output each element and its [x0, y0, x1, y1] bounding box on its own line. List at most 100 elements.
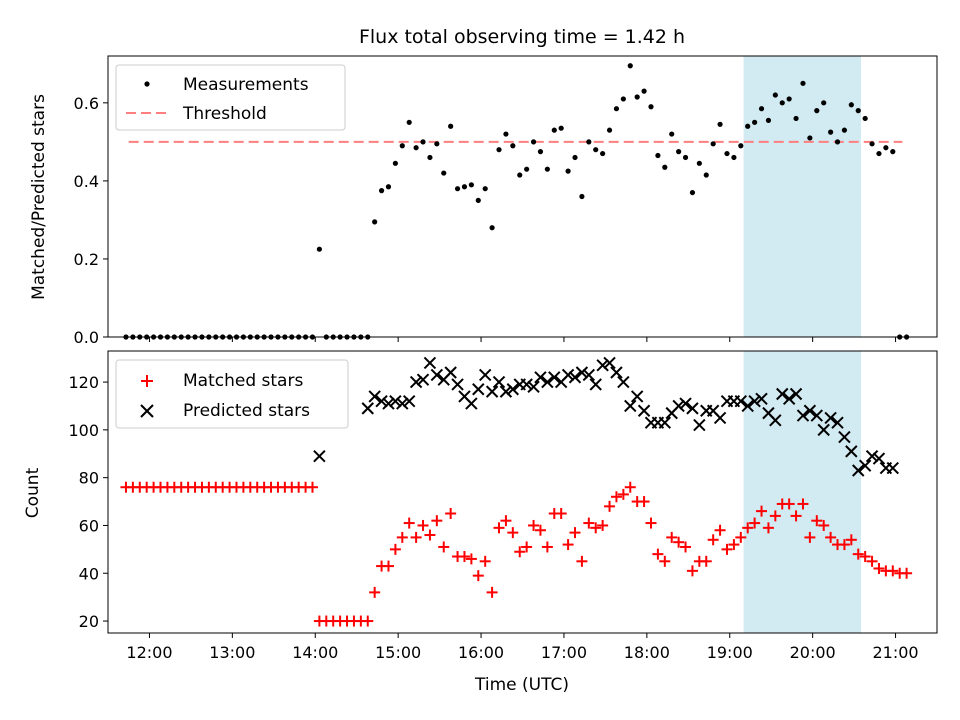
- measurement-point: [855, 108, 861, 114]
- measurement-point: [441, 170, 447, 176]
- top-panel: 0.0 0.2 0.4 0.6 Matched/Predicted stars Mea…: [29, 55, 938, 347]
- matched-star-point: [410, 531, 422, 543]
- bottom-ytick-label: 120: [68, 373, 99, 392]
- measurement-point: [752, 119, 758, 125]
- matched-star-point: [590, 522, 602, 534]
- predicted-star-point: [686, 402, 699, 415]
- predicted-star-point: [838, 430, 851, 444]
- predicted-star-point: [596, 359, 609, 372]
- measurement-point: [641, 88, 647, 94]
- measurement-point: [385, 184, 392, 190]
- matched-star-point: [700, 555, 712, 567]
- measurement-point: [779, 100, 785, 106]
- matched-star-point: [714, 524, 726, 536]
- measurement-point: [510, 143, 516, 149]
- predicted-star-point: [693, 418, 706, 432]
- matched-star-point: [838, 539, 850, 551]
- predicted-star-point: [865, 449, 879, 463]
- matched-star-point: [901, 567, 913, 579]
- matched-star-point: [417, 519, 429, 531]
- bottom-legend-frame: [115, 359, 349, 429]
- legend-matched-label: Matched stars: [183, 371, 303, 391]
- bottom-ytick-label: 100: [68, 421, 99, 440]
- predicted-star-point: [769, 414, 782, 427]
- measurement-point: [890, 149, 896, 155]
- predicted-star-point: [416, 373, 430, 386]
- matched-star-point: [797, 498, 809, 510]
- bottom-xtick-label: 13:00: [209, 643, 255, 662]
- matched-star-point: [562, 539, 574, 551]
- matched-star-point: [825, 531, 837, 543]
- matched-star-point: [728, 539, 740, 551]
- matched-star-point: [431, 515, 443, 527]
- bottom-xtick-label: 14:00: [292, 643, 338, 662]
- legend-matched-marker: [141, 375, 153, 387]
- bottom-panel: 20 40 60 80 100 120 12:00 13:00 14:00 15:00 16:00…: [23, 350, 938, 695]
- measurement-point: [613, 106, 620, 112]
- matched-star-point: [465, 553, 477, 565]
- top-ytick-label: 0.6: [74, 94, 99, 113]
- predicted-star-point: [789, 387, 803, 401]
- predicted-star-point: [520, 378, 533, 391]
- matched-star-point: [569, 527, 581, 539]
- matched-star-point: [514, 546, 526, 558]
- measurement-point: [862, 115, 868, 122]
- bottom-xtick-label: 12:00: [126, 643, 172, 662]
- predicted-star-point: [561, 368, 575, 382]
- predicted-star-point: [831, 416, 844, 429]
- measurement-point: [558, 125, 564, 131]
- measurement-point: [821, 100, 827, 106]
- measurement-point: [696, 160, 702, 166]
- matched-star-point: [742, 522, 754, 534]
- measurement-point: [372, 219, 378, 225]
- bottom-xtick-label: 18:00: [624, 643, 670, 662]
- measurement-point: [800, 80, 806, 86]
- matched-star-point: [617, 488, 629, 500]
- bottom-xtick-label: 20:00: [790, 643, 836, 662]
- measurement-point: [551, 127, 557, 133]
- measurement-point: [848, 102, 854, 108]
- measurement-point: [593, 147, 599, 153]
- measurement-point: [434, 141, 440, 147]
- matched-star-point: [521, 541, 533, 553]
- measurement-point: [503, 131, 509, 137]
- matched-star-point: [624, 481, 636, 493]
- predicted-star-point: [845, 445, 858, 458]
- predicted-star-point: [465, 397, 478, 410]
- predicted-star-point: [472, 383, 485, 396]
- matched-star-point: [852, 548, 864, 560]
- legend-measurements-marker: [144, 81, 150, 87]
- top-highlight-span: [743, 56, 862, 337]
- matched-star-point: [438, 541, 450, 553]
- measurement-point: [489, 225, 495, 231]
- chart-title: Flux total observing time = 1.42 h: [359, 26, 685, 48]
- measurement-point: [448, 123, 454, 129]
- measurement-point: [689, 189, 696, 196]
- measurement-point: [738, 143, 744, 149]
- measurement-point: [620, 96, 626, 102]
- measurement-point: [703, 172, 709, 178]
- predicted-star-point: [423, 356, 437, 370]
- bottom-xtick-label: 16:00: [458, 643, 504, 662]
- predicted-star-point: [396, 397, 409, 410]
- measurement-point: [655, 152, 661, 159]
- top-ytick-label: 0.4: [74, 172, 99, 191]
- matched-star-point: [583, 517, 595, 529]
- measurement-point: [814, 108, 820, 114]
- matched-star-point: [873, 562, 885, 574]
- bottom-legend: Matched stars Predicted stars: [115, 359, 349, 429]
- matched-star-point: [362, 615, 374, 627]
- predicted-star-point: [734, 394, 748, 408]
- predicted-star-point: [548, 371, 561, 384]
- matched-star-point: [645, 517, 657, 529]
- matched-star-point: [686, 565, 698, 577]
- matched-star-point: [721, 543, 733, 555]
- matched-star-point: [306, 481, 318, 493]
- measurement-point: [786, 96, 792, 102]
- bottom-xtick-label: 19:00: [707, 643, 753, 662]
- measurement-point: [378, 188, 385, 194]
- predicted-star-point: [506, 383, 520, 396]
- predicted-star-point: [527, 380, 540, 394]
- legend-predicted-marker: [140, 404, 154, 418]
- legend-threshold-label: Threshold: [182, 104, 267, 124]
